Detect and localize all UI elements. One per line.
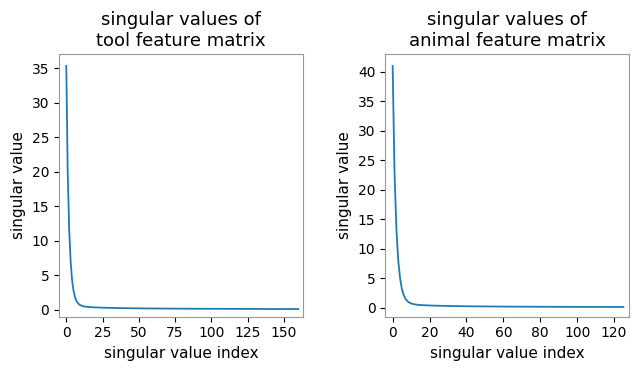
X-axis label: singular value index: singular value index <box>104 346 258 361</box>
X-axis label: singular value index: singular value index <box>430 346 584 361</box>
Y-axis label: singular value: singular value <box>337 131 353 239</box>
Title: singular values of
animal feature matrix: singular values of animal feature matrix <box>408 11 605 50</box>
Y-axis label: singular value: singular value <box>11 131 26 239</box>
Title: singular values of
tool feature matrix: singular values of tool feature matrix <box>96 11 266 50</box>
